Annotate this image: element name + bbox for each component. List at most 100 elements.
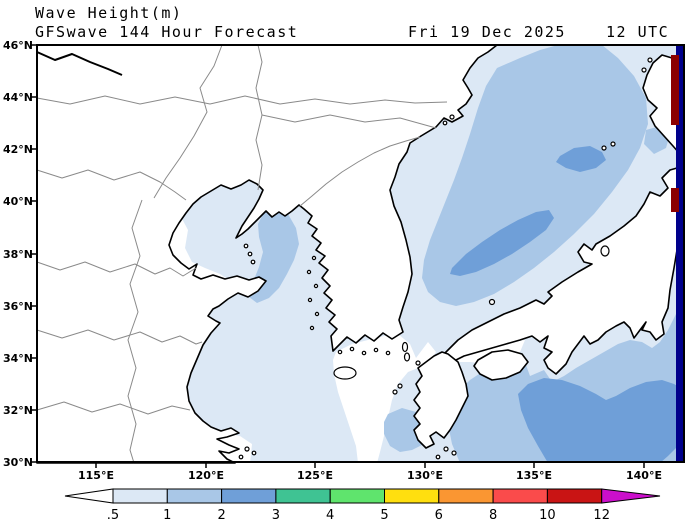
honshu-coastline	[441, 165, 685, 375]
japan-sea-islet-2	[610, 141, 616, 147]
osumi-islet-2	[451, 450, 457, 456]
valid-time-label: 12 UTC	[606, 23, 670, 41]
colorbar-segment-3-4	[275, 488, 331, 504]
lon-label: 115°E	[78, 469, 114, 482]
korea-south-islet-2	[349, 346, 355, 352]
korea-west-islet-5	[314, 311, 320, 317]
korea-south-islet-5	[385, 350, 391, 356]
colorbar-tick: 12	[593, 508, 610, 523]
model-run-label: GFSwave 144 Hour Forecast	[35, 23, 299, 41]
korea-west-islet-6	[309, 325, 315, 331]
lon-label: 120°E	[188, 469, 224, 482]
lat-label: 40°N	[3, 195, 33, 208]
korea-south-islet-4	[373, 347, 379, 353]
lat-label: 34°N	[3, 352, 33, 365]
zhoushan-islet-3	[238, 454, 244, 460]
sea-region-1-2m-japan-sea	[422, 45, 648, 306]
jeju-island	[333, 366, 357, 380]
right-edge-strip	[671, 45, 684, 463]
zhoushan-islet-1	[244, 446, 250, 452]
product-title: Wave Height(m)	[35, 4, 183, 22]
longitude-labels: 115°E 120°E 125°E 130°E 135°E 140°E	[78, 469, 662, 482]
lon-label: 135°E	[516, 469, 552, 482]
russia-border-line	[36, 51, 123, 76]
osumi-islet-3	[435, 454, 441, 460]
colorbar-segment-5-6	[384, 488, 440, 504]
yalu-border-line	[299, 136, 421, 207]
sea-region-2-3m-japan-sea	[450, 210, 554, 276]
colorbar-segment-8-10	[492, 488, 548, 504]
korea-west-islet-4	[307, 297, 313, 303]
colorbar-segment-2-3	[221, 488, 277, 504]
kyushu-coastline	[413, 351, 469, 449]
bohai-strait-islet-1	[243, 243, 249, 249]
colorbar-segment-0.5-1	[112, 488, 168, 504]
colorbar-arrow-low	[64, 488, 114, 504]
korea-west-islet-2	[306, 269, 312, 275]
goto-island-2	[392, 389, 398, 395]
iki-island	[415, 360, 421, 366]
peter-gulf-islet-2	[442, 120, 448, 126]
colorbar-segment-6-8	[438, 488, 494, 504]
border-line-4	[36, 169, 187, 201]
colorbar-segment-1-2	[166, 488, 223, 504]
peter-gulf-islet-1	[449, 114, 455, 120]
colorbar-arrow-high	[601, 488, 661, 504]
korea-west-islet-3	[313, 283, 319, 289]
bohai-strait-islet-2	[247, 251, 253, 257]
colorbar-labels: .5 1 2 3 4 5 6 8 10 12	[107, 508, 610, 523]
small-islands	[238, 57, 653, 460]
colorbar-segment-4-5	[329, 488, 386, 504]
colorbar-tick: 6	[435, 508, 443, 523]
edge-strip-red-upper	[671, 55, 679, 125]
edge-strip-red-lower	[671, 188, 679, 212]
lon-label: 140°E	[626, 469, 662, 482]
border-line-7	[36, 401, 191, 415]
valid-date-label: Fri 19 Dec 2025	[408, 23, 566, 41]
sea-region-calm-seto	[452, 340, 525, 364]
hokkaido-islet-1	[647, 57, 653, 63]
colorbar-tick: 5	[380, 508, 388, 523]
latitude-labels: 46°N 44°N 42°N 40°N 38°N 36°N 34°N 32°N …	[3, 39, 33, 469]
border-line-5	[36, 261, 197, 277]
border-line-6	[36, 329, 203, 345]
tsushima-island-south	[403, 352, 411, 362]
colorbar-tick: .5	[107, 508, 119, 523]
sado-island	[600, 245, 610, 257]
longitude-axis	[95, 462, 645, 468]
colorbar-tick: 2	[217, 508, 225, 523]
tsushima-island-north	[401, 341, 409, 353]
colorbar-tick: 10	[539, 508, 556, 523]
colorbar-tick: 8	[489, 508, 497, 523]
japan-sea-islet-1	[601, 145, 607, 151]
lat-label: 46°N	[3, 39, 33, 52]
sea-region-calm-korea-strait	[333, 334, 436, 463]
colorbar	[64, 488, 661, 504]
border-line-2	[153, 44, 223, 199]
lon-label: 130°E	[407, 469, 443, 482]
colorbar-tick: 1	[163, 508, 171, 523]
lat-label: 30°N	[3, 456, 33, 469]
sea-region-2-3m-japan-sea-north	[556, 146, 606, 172]
border-line-1	[36, 95, 448, 105]
goto-island-1	[397, 383, 403, 389]
bohai-strait-islet-3	[250, 259, 256, 265]
lat-label: 44°N	[3, 91, 33, 104]
edge-strip-navy	[676, 45, 684, 463]
sea-region-2-3m-pacific	[518, 378, 684, 463]
korea-south-islet-1	[337, 349, 343, 355]
hokkaido-islet-2	[641, 67, 647, 73]
osumi-islet-1	[443, 446, 449, 452]
lon-label: 125°E	[297, 469, 333, 482]
korea-west-islet-1	[311, 255, 317, 261]
latitude-axis	[31, 44, 37, 463]
border-line-3	[127, 199, 143, 464]
oki-island	[488, 298, 496, 306]
lat-label: 38°N	[3, 248, 33, 261]
lat-label: 42°N	[3, 143, 33, 156]
colorbar-tick: 4	[326, 508, 334, 523]
lat-label: 32°N	[3, 404, 33, 417]
shikoku-coastline	[473, 349, 529, 381]
